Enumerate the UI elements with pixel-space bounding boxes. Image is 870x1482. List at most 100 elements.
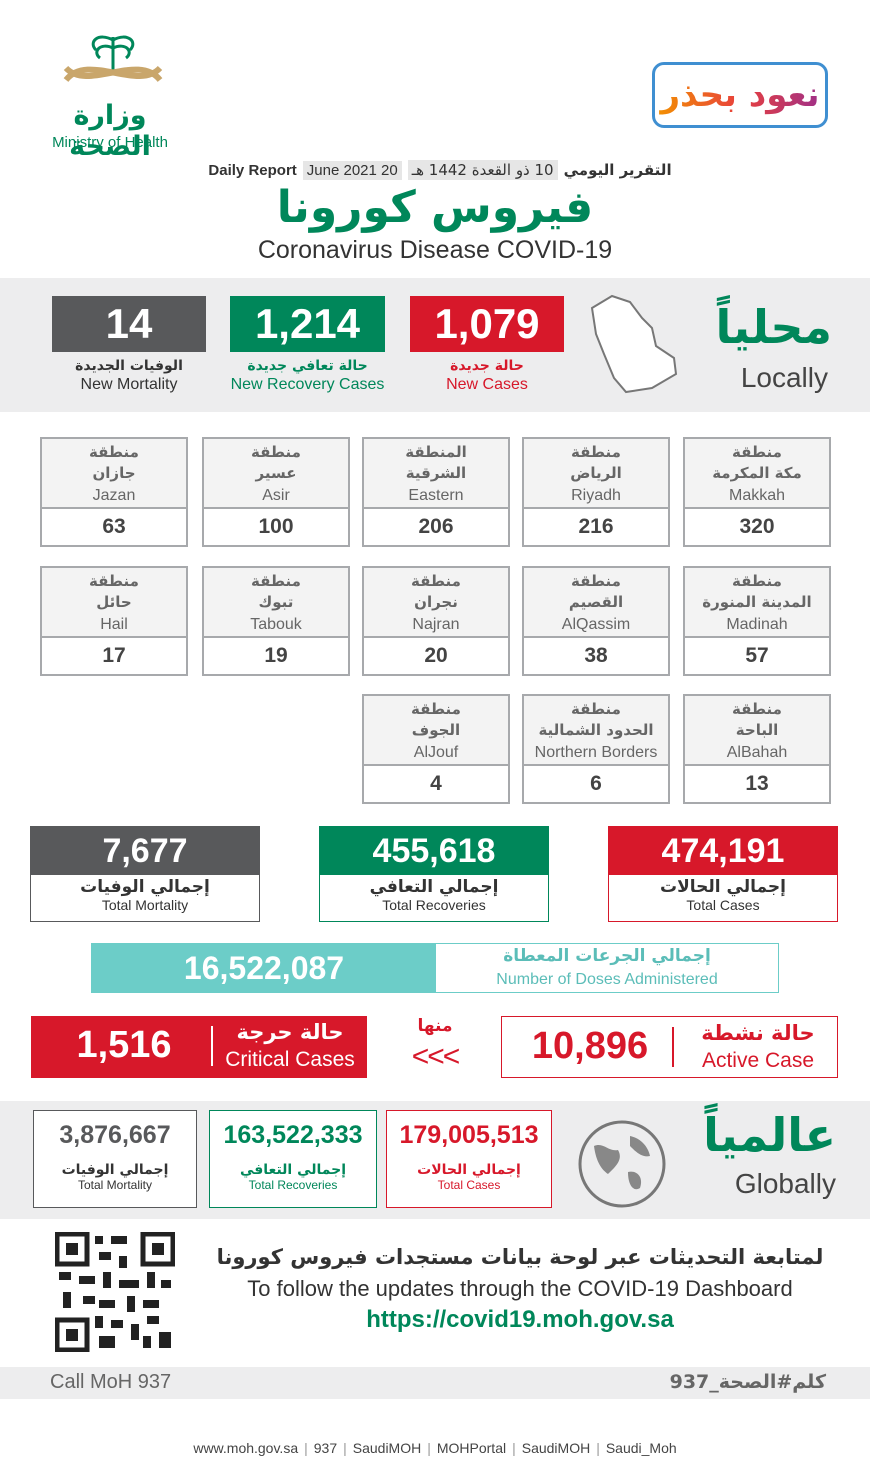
of-which: منها [417, 1016, 453, 1036]
region-value: 63 [42, 507, 186, 545]
region-card: منطقة تبوك Tabouk 19 [202, 566, 350, 676]
region-prefix: منطقة [411, 572, 461, 590]
social-link[interactable]: SaudiMOH [521, 1440, 591, 1456]
total-recoveries-value: 455,618 [320, 827, 548, 875]
total-mortality-card: 7,677 إجمالي الوفيات Total Mortality [30, 826, 260, 922]
region-value: 57 [685, 636, 829, 674]
region-name-ar: القصيم [568, 593, 624, 611]
global-mortality-card: 3,876,667 إجمالي الوفيات Total Mortality [33, 1110, 197, 1208]
region-name-ar: الحدود الشمالية [538, 721, 654, 739]
region-name-en: Madinah [726, 616, 788, 633]
global-recoveries-label-en: Total Recoveries [248, 1178, 338, 1192]
separator: | [343, 1440, 347, 1456]
qr-code [55, 1232, 175, 1352]
social-link[interactable]: 937 [313, 1440, 338, 1456]
global-recoveries-label-ar: إجمالي التعافي [239, 1162, 347, 1178]
critical-label-en: Critical Cases [225, 1048, 355, 1071]
follow-text-en: To follow the updates through the COVID-… [247, 1276, 793, 1301]
region-name-ar: نجران [414, 593, 458, 611]
doses-card: 16,522,087 إجمالي الجرعات المعطاة Number… [91, 943, 779, 993]
region-name-en: Najran [412, 616, 460, 633]
call-band [0, 1367, 870, 1399]
region-value: 216 [524, 507, 668, 545]
global-recoveries-value: 163,522,333 [223, 1121, 363, 1149]
divider [672, 1027, 674, 1067]
region-prefix: منطقة [732, 572, 782, 590]
region-name-ar: الشرقية [405, 464, 467, 482]
global-cases-value: 179,005,513 [399, 1121, 539, 1149]
new-recovery-label-ar: حالة تعافي جديدة [247, 358, 368, 374]
region-prefix: منطقة [732, 443, 782, 461]
report-date: 20 June 2021 [302, 160, 402, 180]
region-name-en: AlQassim [561, 616, 631, 633]
doses-label-en: Number of Doses Administered [496, 971, 718, 988]
region-name-ar: الباحة [735, 721, 779, 739]
separator: | [512, 1440, 516, 1456]
region-name-en: AlBahah [726, 744, 788, 761]
region-card: منطقة الباحة AlBahah 13 [683, 694, 831, 804]
social-link[interactable]: SaudiMOH [352, 1440, 422, 1456]
region-name-ar: جازان [92, 464, 136, 482]
social-link[interactable]: MOHPortal [436, 1440, 507, 1456]
dashboard-url[interactable]: https://covid19.moh.gov.sa [366, 1306, 674, 1333]
region-card: منطقة المدينة المنورة Madinah 57 [683, 566, 831, 676]
region-name-en: Northern Borders [534, 744, 658, 761]
total-mortality-label-en: Total Mortality [101, 897, 189, 913]
region-value: 6 [524, 764, 668, 802]
total-cases-value: 474,191 [609, 827, 837, 875]
global-cases-label-en: Total Cases [437, 1178, 501, 1192]
global-cases-label-ar: إجمالي الحالات [417, 1162, 521, 1178]
ministry-name-ar: وزارة الصحة [69, 100, 151, 162]
region-card: منطقة الرياض Riyadh 216 [522, 437, 670, 547]
region-card: منطقة عسير Asir 100 [202, 437, 350, 547]
campaign-logo: نعود بحذر [652, 62, 828, 128]
region-name-en: Riyadh [571, 487, 621, 504]
region-value: 4 [364, 764, 508, 802]
new-cases-value: 1,079 [410, 296, 564, 352]
region-name-en: Makkah [728, 487, 786, 504]
doses-value: 16,522,087 [92, 944, 436, 992]
region-card: منطقة جازان Jazan 63 [40, 437, 188, 547]
region-prefix: منطقة [89, 443, 139, 461]
active-card: 10,896 حالة نشطة Active Case [501, 1016, 838, 1078]
social-links: www.moh.gov.sa | 937 | SaudiMOH | MOHPortal | Sa… [0, 1440, 870, 1456]
region-value: 100 [204, 507, 348, 545]
region-value: 320 [685, 507, 829, 545]
region-value: 38 [524, 636, 668, 674]
new-cases-label-ar: حالة جديدة [450, 358, 524, 374]
separator: | [304, 1440, 308, 1456]
active-label-en: Active Case [701, 1049, 815, 1072]
active-label-ar: حالة نشطة [701, 1021, 815, 1045]
region-prefix: منطقة [251, 572, 301, 590]
doses-label-ar: إجمالي الجرعات المعطاة [503, 946, 711, 966]
region-name-en: Eastern [408, 487, 464, 504]
global-mortality-label-en: Total Mortality [77, 1178, 153, 1192]
total-recoveries-card: 455,618 إجمالي التعافي Total Recoveries [319, 826, 549, 922]
region-name-en: Hail [100, 616, 128, 633]
region-prefix: منطقة [89, 572, 139, 590]
social-link[interactable]: Saudi_Moh [605, 1440, 677, 1456]
social-link[interactable]: www.moh.gov.sa [193, 1440, 299, 1456]
region-name-ar: عسير [255, 464, 297, 482]
region-name-ar: المدينة المنورة [702, 593, 812, 611]
region-name-ar: تبوك [258, 593, 294, 611]
active-value: 10,896 [531, 1025, 649, 1067]
region-name-en: AlJouf [413, 744, 459, 761]
ministry-name-en: Ministry of Health [52, 134, 168, 151]
globe-icon [578, 1120, 666, 1208]
hashtag: كلم#الصحة_937 [669, 1371, 826, 1393]
new-mortality-label-ar: الوفيات الجديدة [75, 358, 183, 374]
region-value: 19 [204, 636, 348, 674]
report-label-ar: التقرير اليومي [563, 161, 672, 179]
total-cases-label-ar: إجمالي الحالات [660, 877, 786, 897]
report-label-en: Daily Report [208, 161, 297, 179]
critical-card: 1,516 حالة حرجة Critical Cases [31, 1016, 367, 1078]
total-mortality-value: 7,677 [31, 827, 259, 875]
total-cases-label-en: Total Cases [686, 897, 760, 913]
globally-label-ar: عالمياً [703, 1108, 836, 1162]
global-mortality-label-ar: إجمالي الوفيات [61, 1162, 169, 1178]
region-name-en: Asir [262, 487, 290, 504]
total-recoveries-label-ar: إجمالي التعافي [369, 877, 499, 897]
follow-text-ar: لمتابعة التحديثات عبر لوحة بيانات مستجدا… [216, 1245, 824, 1269]
